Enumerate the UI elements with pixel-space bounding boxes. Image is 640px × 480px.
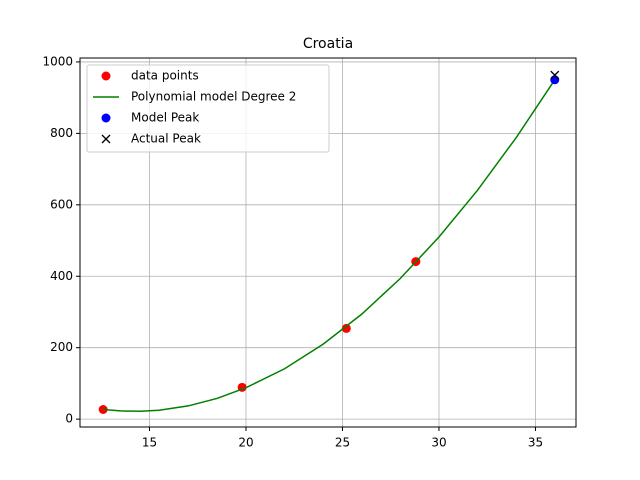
y-tick-label: 600 xyxy=(50,197,73,211)
x-tick-label: 20 xyxy=(238,436,253,450)
legend-marker xyxy=(101,71,111,81)
x-tick-label: 35 xyxy=(528,436,543,450)
chart-title: Croatia xyxy=(303,36,353,52)
legend-marker xyxy=(101,134,111,144)
y-tick-label: 800 xyxy=(50,126,73,140)
legend-label: Model Peak xyxy=(131,111,199,125)
y-tick-label: 200 xyxy=(50,340,73,354)
x-tick-label: 30 xyxy=(431,436,446,450)
x-tick-label: 15 xyxy=(142,436,157,450)
y-tick-label: 400 xyxy=(50,269,73,283)
legend: data points Polynomial model Degree 2 Mode… xyxy=(86,64,330,153)
plot-frame xyxy=(79,57,577,428)
x-tick-label: 25 xyxy=(335,436,350,450)
data-point xyxy=(550,70,560,80)
y-tick-label: 1000 xyxy=(42,54,73,68)
legend-box xyxy=(86,64,330,153)
legend-label: data points xyxy=(131,69,199,83)
legend-label: Actual Peak xyxy=(131,132,201,146)
data-point xyxy=(341,323,351,333)
legend-label: Polynomial model Degree 2 xyxy=(131,90,296,104)
data-point xyxy=(550,75,560,85)
y-tick-label: 0 xyxy=(65,412,73,426)
line-series xyxy=(103,79,556,413)
legend-marker xyxy=(101,113,111,123)
